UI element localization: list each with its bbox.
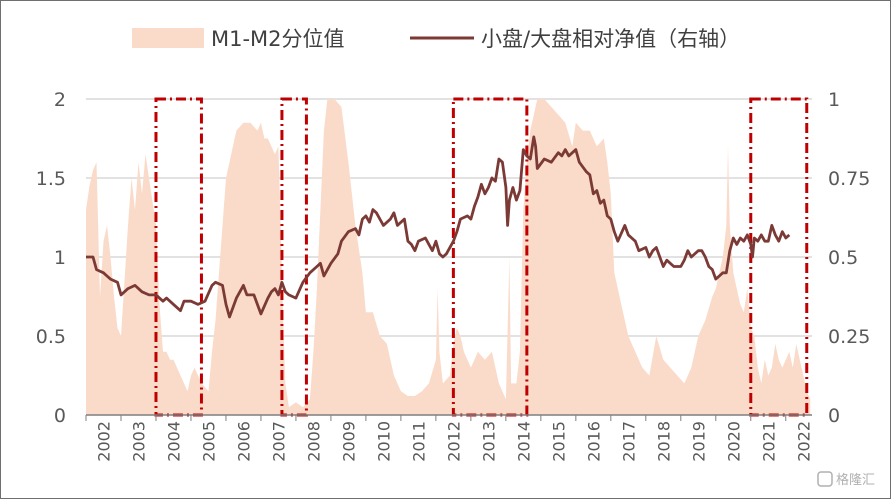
area-series-layer: [86, 99, 811, 415]
x-tick-label: 2013: [479, 421, 498, 462]
right-tick-label: 0.75: [828, 168, 870, 190]
x-tick-label: 2007: [269, 421, 288, 462]
gridlines: [86, 98, 812, 337]
x-tick-label: 2008: [304, 421, 323, 462]
watermark: 格隆汇: [817, 471, 875, 488]
left-tick-label: 2: [54, 89, 66, 111]
x-tick-label: 2003: [129, 421, 148, 462]
line-series-small-large: [86, 135, 791, 319]
legend-line-label: 小盘/大盘相对净值（右轴）: [481, 27, 740, 51]
x-tick-label: 2018: [654, 421, 673, 462]
highlight-box-4: [749, 97, 809, 417]
x-tick-label: 2002: [94, 421, 113, 462]
left-tick-label: 0.5: [36, 326, 66, 348]
line-series-layer: [86, 135, 791, 319]
watermark-text: 格隆汇: [836, 472, 875, 488]
highlight-box-2: [280, 97, 308, 417]
legend: M1-M2分位值 小盘/大盘相对净值（右轴）: [132, 27, 740, 51]
legend-area-label: M1-M2分位值: [211, 27, 345, 51]
right-tick-label: 0.5: [828, 247, 858, 269]
left-tick-label: 1.5: [36, 168, 66, 190]
x-tick-label: 2006: [234, 421, 253, 462]
logo-mark-icon: [817, 471, 833, 487]
legend-area-swatch: [132, 28, 204, 48]
right-tick-label: 1: [828, 89, 840, 111]
right-tick-label: 0: [828, 405, 840, 427]
x-tick-label: 2019: [689, 421, 708, 462]
area-series-m1-m2: [86, 99, 811, 415]
x-tick-label: 2021: [759, 421, 778, 462]
axes: 0 0.5 1 1.5 2 0 0.25 0.5 0.75 1 2002 2003 2004 2005 20…: [36, 89, 871, 462]
x-tick-label: 2004: [164, 421, 183, 462]
x-tick-label: 2022: [794, 421, 813, 462]
x-tick-label: 2012: [444, 421, 463, 462]
x-tick-label: 2014: [514, 421, 533, 462]
x-tick-label: 2005: [199, 421, 218, 462]
right-tick-label: 0.25: [828, 326, 870, 348]
x-tick-label: 2011: [409, 421, 428, 462]
x-tick-label: 2020: [724, 421, 743, 462]
x-tick-label: 2016: [584, 421, 603, 462]
x-tick-label: 2015: [549, 421, 568, 462]
x-tick-label: 2009: [339, 421, 358, 462]
x-tick-label: 2017: [619, 421, 638, 462]
x-tick-label: 2010: [374, 421, 393, 462]
left-tick-label: 1: [54, 247, 66, 269]
left-tick-label: 0: [54, 405, 66, 427]
